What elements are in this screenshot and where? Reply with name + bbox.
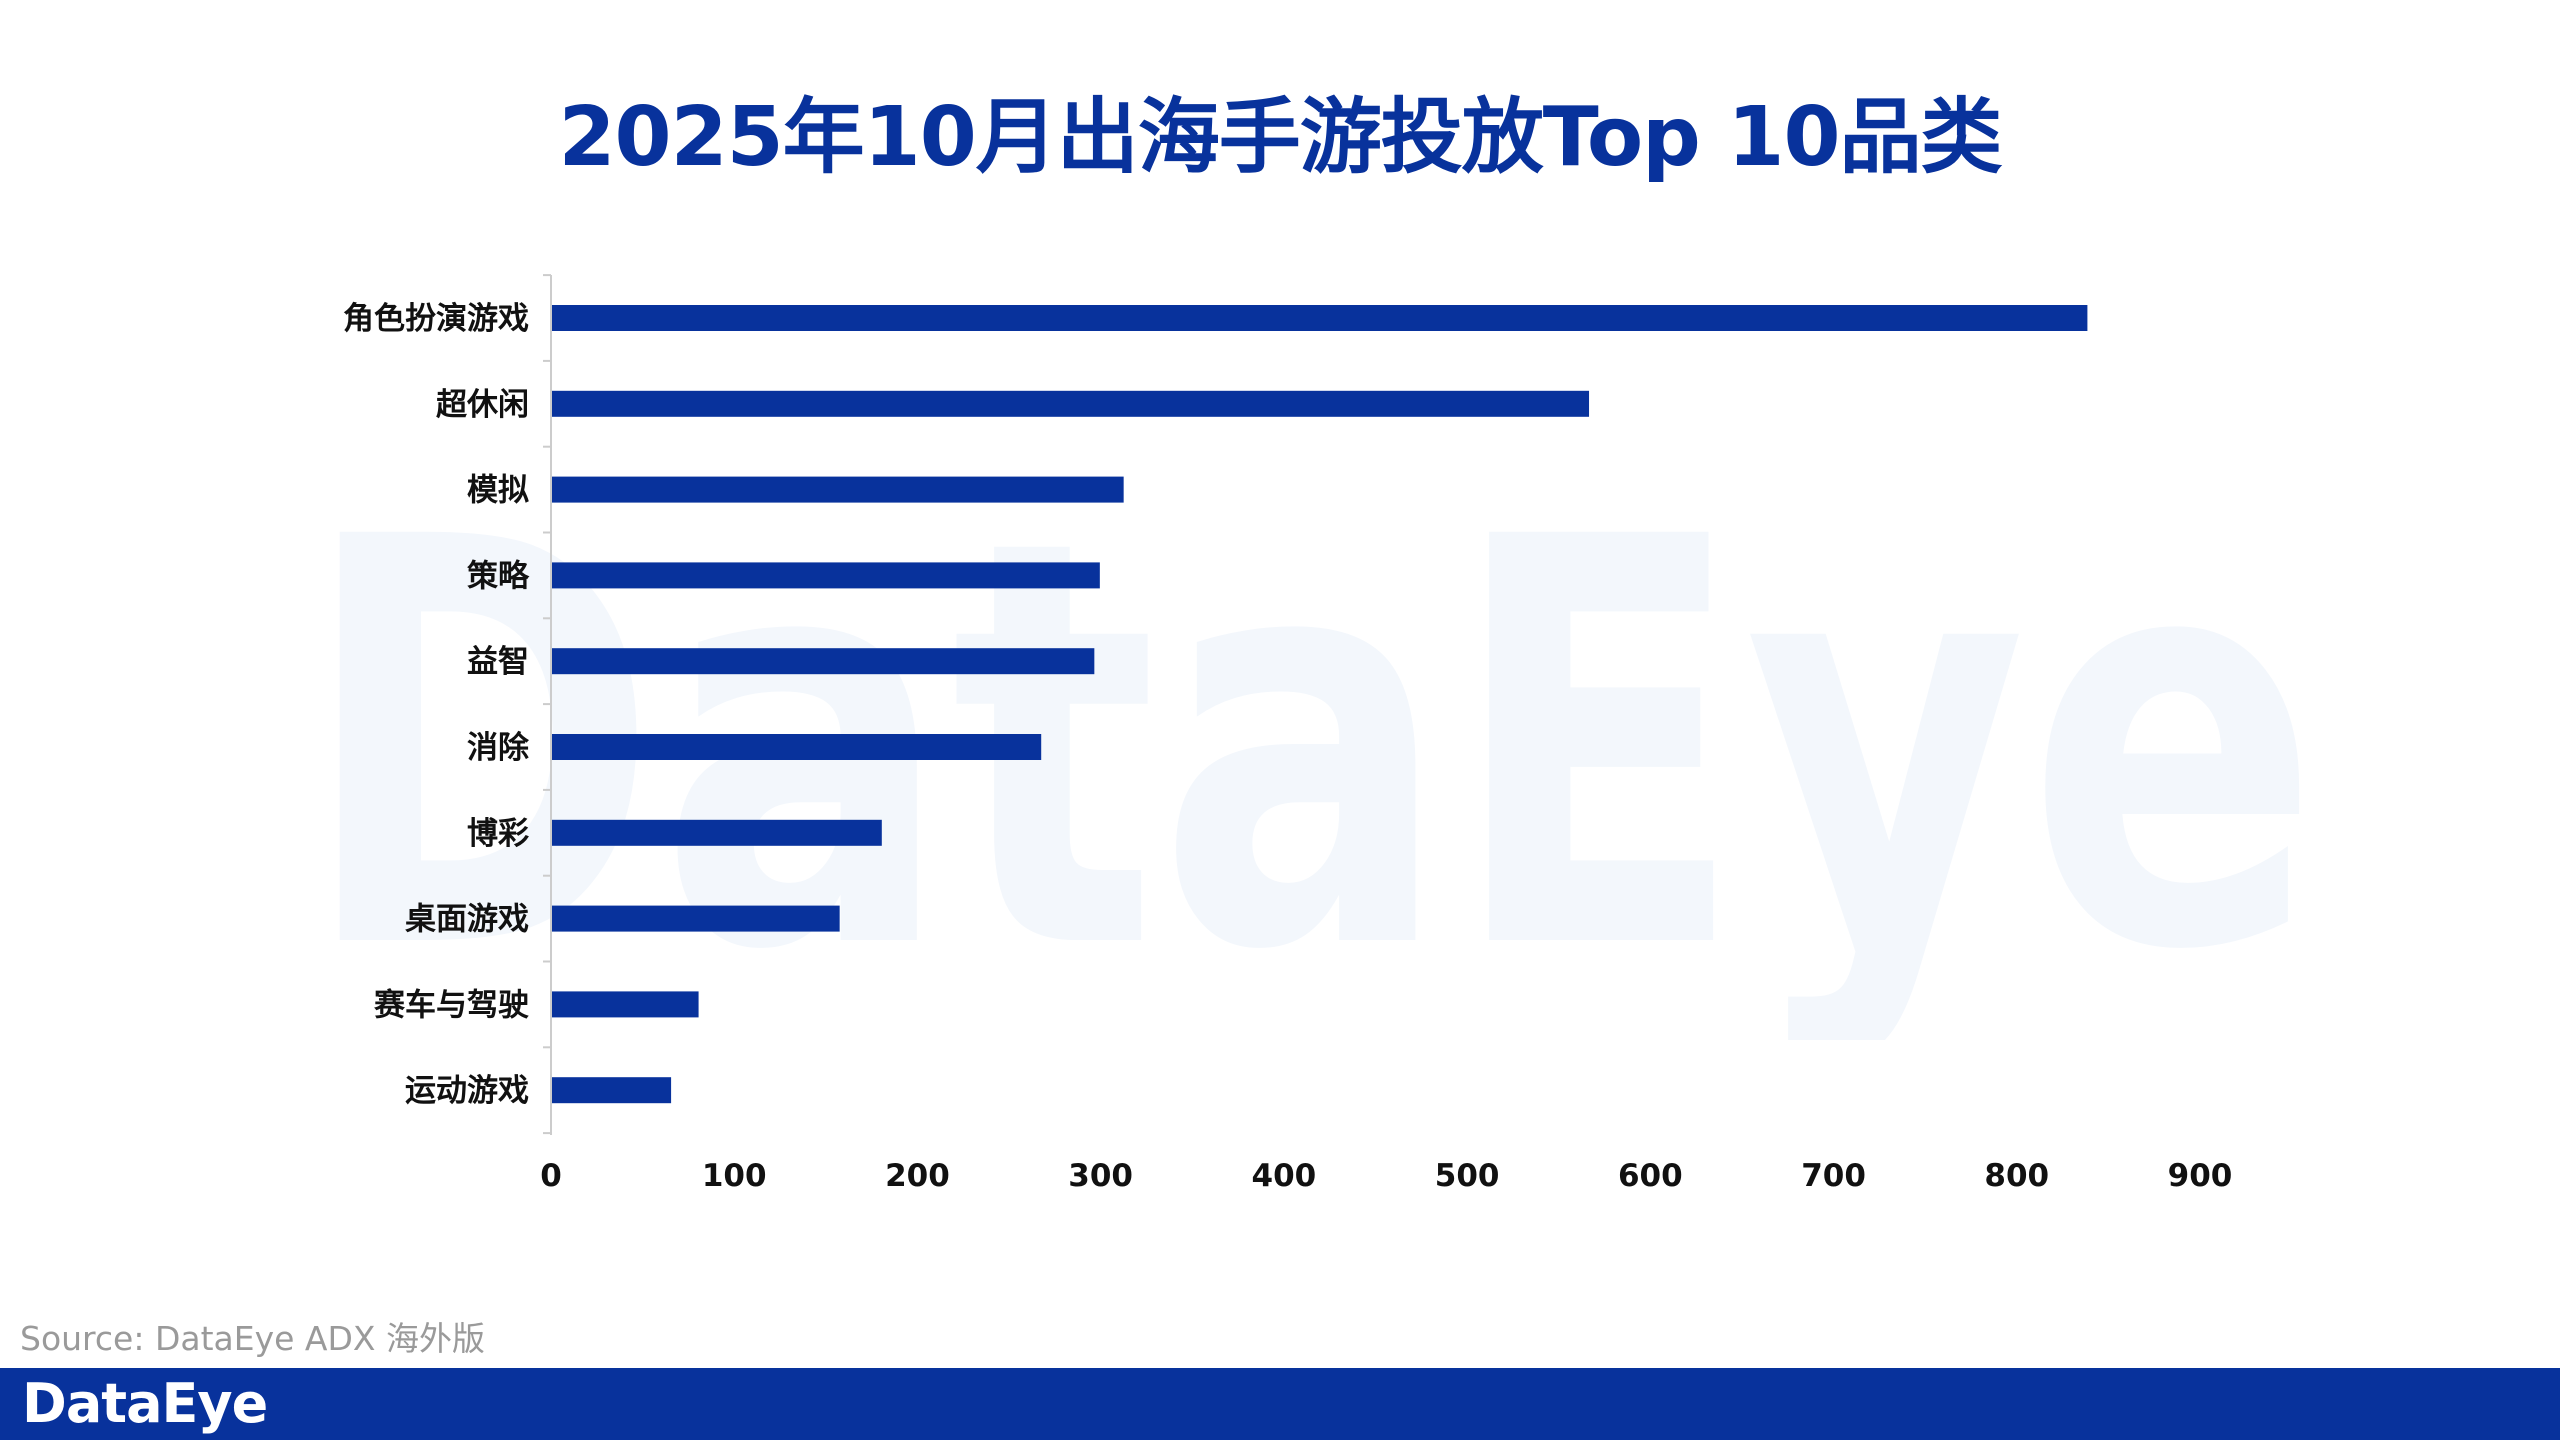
category-label: 运动游戏 (405, 1073, 529, 1109)
bar (552, 1077, 672, 1104)
category-label: 角色扮演游戏 (343, 301, 529, 337)
category-label: 桌面游戏 (405, 902, 529, 938)
x-tick-label: 300 (1068, 1158, 1133, 1194)
chart-title: 2025年10月出海手游投放Top 10品类 (558, 90, 2002, 185)
bar (552, 905, 840, 932)
bar (552, 734, 1042, 760)
category-label: 益智 (467, 644, 529, 680)
category-label: 赛车与驾驶 (374, 987, 529, 1023)
x-tick-label: 500 (1435, 1158, 1500, 1194)
category-label: 博彩 (467, 816, 529, 852)
x-tick-label: 200 (885, 1158, 950, 1194)
category-label: 策略 (467, 558, 530, 594)
x-tick-label: 400 (1252, 1158, 1317, 1194)
dataeye-logo: DataEye (22, 1372, 268, 1435)
bar (552, 476, 1124, 503)
bar (552, 562, 1100, 589)
bar (552, 991, 699, 1018)
bar (552, 648, 1095, 675)
bar (552, 390, 1590, 417)
category-label: 超休闲 (436, 387, 529, 423)
bar (552, 305, 2088, 331)
footer-bar: DataEye (0, 1368, 2560, 1440)
x-tick-label: 800 (1984, 1158, 2049, 1194)
category-label: 消除 (467, 730, 530, 766)
category-label: 模拟 (467, 473, 529, 509)
x-tick-label: 700 (1801, 1158, 1866, 1194)
x-tick-label: 600 (1618, 1158, 1683, 1194)
bar (552, 819, 882, 846)
x-tick-label: 0 (540, 1158, 562, 1194)
x-tick-label: 100 (702, 1158, 767, 1194)
source-note: Source: DataEye ADX 海外版 (20, 1319, 485, 1358)
x-tick-label: 900 (2168, 1158, 2233, 1194)
